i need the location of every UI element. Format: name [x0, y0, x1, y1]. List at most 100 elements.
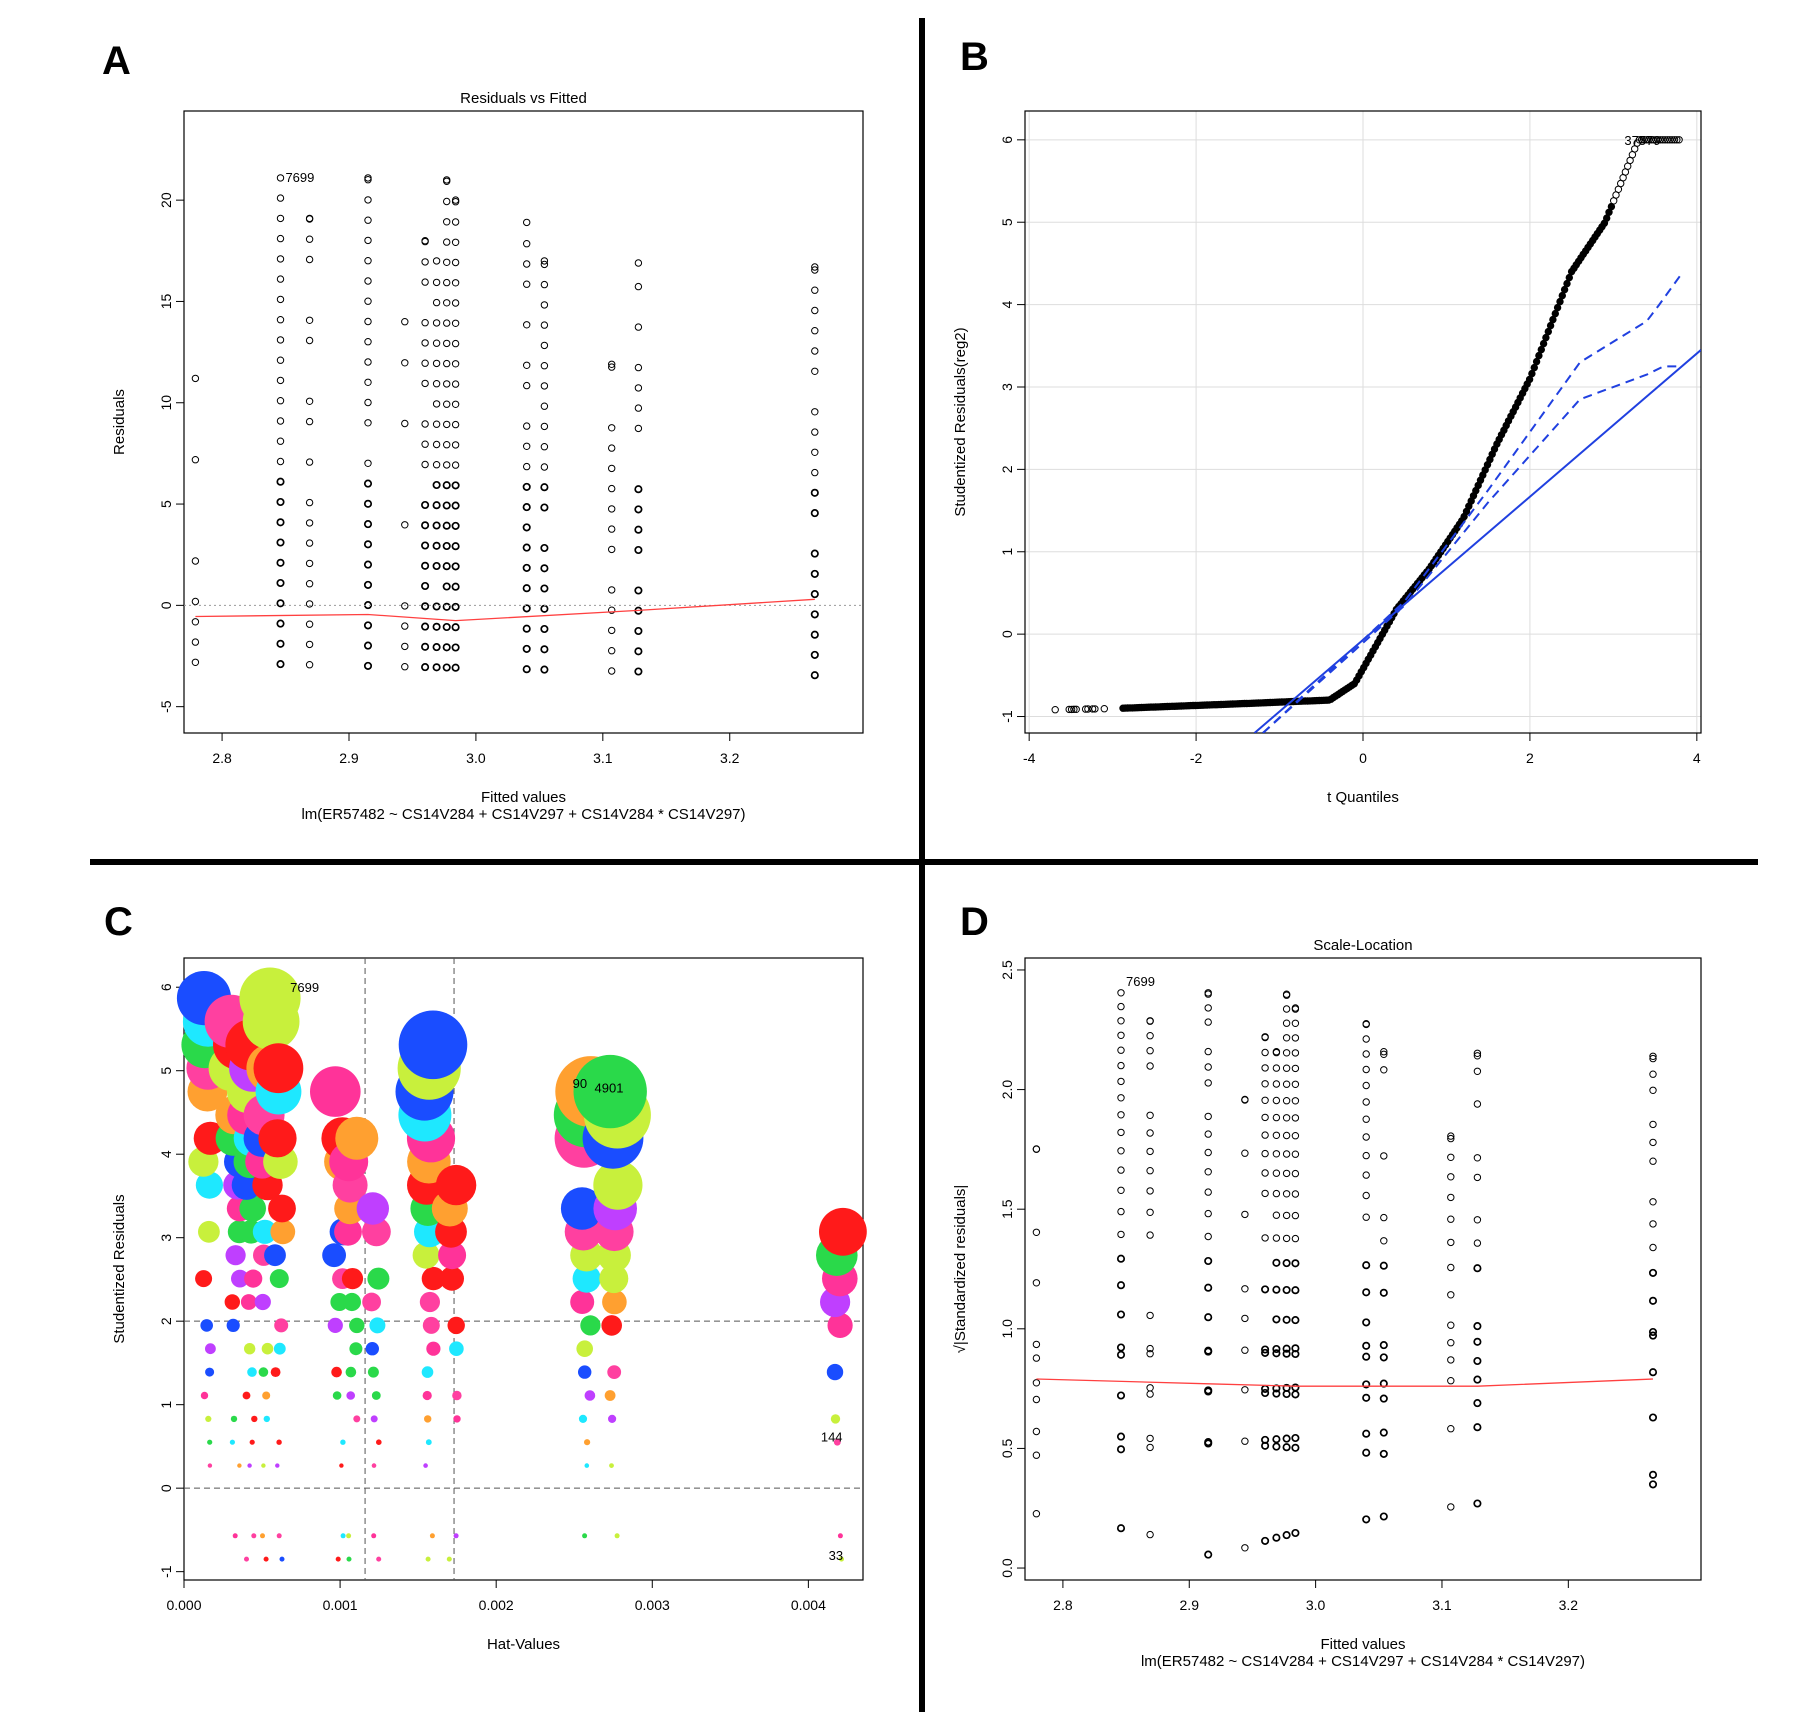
panel-c-bubble	[349, 1342, 363, 1356]
panel-a-y-tick-label: 10	[158, 395, 174, 411]
panel-a-data-point	[540, 362, 549, 370]
panel-a-data-point	[634, 384, 643, 392]
panel-a-x-tick-label: 3.0	[466, 750, 486, 766]
panel-b-y-tick-label: -1	[999, 710, 1015, 723]
panel-c-bubble	[262, 1391, 271, 1400]
panel-d-data-point	[1241, 1346, 1249, 1354]
panel-a-x-tick-label: 3.2	[720, 750, 740, 766]
panel-c-y-axis-label: Studentized Residuals	[111, 1194, 128, 1343]
panel-a-data-point	[451, 319, 460, 327]
panel-c-bubble	[340, 1533, 346, 1539]
panel-d-data-point	[1473, 1337, 1482, 1346]
panel-d-data-point	[1116, 1350, 1126, 1359]
panel-a-data-point	[363, 661, 373, 670]
panel-a-data-point	[810, 488, 819, 497]
panel-a-data-point	[810, 610, 819, 619]
panel-b-data-point	[1675, 136, 1683, 144]
panel-a-data-point	[442, 562, 451, 571]
panel-d-plot-frame	[1024, 957, 1702, 1581]
panel-a-data-point	[421, 440, 429, 448]
panel-a-data-point	[634, 485, 643, 494]
panel-d-data-point	[1473, 1052, 1482, 1060]
panel-a-data-point	[523, 442, 531, 450]
panel-a-data-point	[443, 218, 451, 226]
panel-a-data-point	[811, 263, 819, 271]
panel-a-data-point	[432, 400, 441, 408]
panel-b-data-point	[1553, 303, 1562, 312]
panel-d-data-point	[1032, 1510, 1041, 1518]
panel-d-data-point	[1447, 1291, 1455, 1299]
panel-b-data-point	[1670, 136, 1679, 144]
panel-a-data-point	[540, 645, 549, 654]
panel-c-bubble	[424, 1415, 432, 1423]
panel-d-data-point	[1379, 1353, 1388, 1362]
panel-c-bubble	[225, 1245, 246, 1266]
panel-a-data-point	[276, 174, 285, 182]
panel-c-y-tick-label: -1	[158, 1565, 174, 1578]
panel-a-data-point	[634, 545, 643, 555]
panel-a-data-point	[451, 299, 460, 307]
panel-c-bubble	[244, 1556, 249, 1562]
panel-a-data-point	[276, 376, 285, 385]
panel-a-data-point	[364, 358, 372, 366]
panel-b-data-point	[1084, 705, 1092, 713]
panel-a-data-point	[401, 622, 409, 630]
panel-c-bubble	[614, 1533, 620, 1539]
panel-a-data-point	[432, 501, 441, 510]
panel-a-data-point	[523, 422, 531, 430]
panel-a-data-point	[442, 481, 451, 490]
panel-d-data-point	[1282, 1114, 1291, 1122]
panel-d-data-point	[1032, 1451, 1041, 1459]
panel-a-data-point	[305, 417, 314, 426]
panel-c-bubble	[231, 1269, 249, 1288]
panel-b-reference-line	[1253, 349, 1701, 733]
panel-a-data-point	[634, 505, 643, 514]
panel-b-data-point	[1528, 369, 1536, 378]
panel-d-data-point	[1282, 1097, 1291, 1105]
panel-a-data-point	[364, 398, 372, 407]
panel-a-data-point	[442, 643, 451, 652]
panel-b-x-tick-label: 0	[1359, 750, 1367, 766]
panel-a-data-point	[522, 604, 531, 613]
panel-d-data-point	[1291, 1004, 1300, 1012]
panel-d-data-point	[1362, 1448, 1371, 1457]
panel-a-data-point	[608, 505, 616, 513]
panel-d-data-point	[1146, 1384, 1154, 1392]
panel-a-data-point	[451, 542, 460, 551]
panel-d-data-point	[1146, 1208, 1154, 1217]
panel-d-data-point	[1272, 1211, 1281, 1219]
panel-d-data-point	[1146, 1443, 1154, 1452]
panel-d-data-point	[1204, 1313, 1213, 1322]
panel-c-bubble	[261, 1463, 266, 1468]
panel-a-data-point	[451, 380, 460, 388]
panel-a-data-point	[443, 420, 451, 429]
panel-c-bubble	[334, 1217, 362, 1246]
panel-letter-d: D	[960, 900, 989, 944]
panel-d-data-point	[1241, 1095, 1249, 1104]
panel-a-data-point	[421, 521, 430, 530]
panel-c-bubble	[422, 1390, 432, 1401]
panel-d-data-point	[1473, 1239, 1482, 1247]
panel-d-data-point	[1032, 1379, 1041, 1387]
panel-d-data-point	[1473, 1216, 1482, 1224]
panel-a-data-point	[305, 620, 314, 628]
panel-a-data-point	[401, 521, 409, 529]
panel-d-data-point	[1362, 1133, 1370, 1141]
panel-c-bubble	[425, 1556, 431, 1562]
panel-b-data-point	[1537, 345, 1546, 354]
panel-d-data-point	[1204, 1079, 1212, 1087]
panel-d-data-point	[1282, 1315, 1291, 1324]
panel-d-data-point	[1117, 1061, 1125, 1070]
panel-d-data-point	[1116, 1310, 1126, 1319]
panel-c-bubble	[371, 1463, 377, 1468]
panel-d-data-point	[1362, 1288, 1371, 1297]
panel-d-data-point	[1362, 1115, 1370, 1123]
panel-b-data-point	[1659, 136, 1667, 144]
panel-d-data-point	[1447, 1238, 1455, 1247]
panel-c-bubble	[310, 1066, 361, 1117]
panel-a-x-axis-label: Fitted values	[481, 789, 566, 806]
panel-d-data-point	[1261, 1169, 1269, 1177]
panel-a-data-point	[810, 590, 819, 599]
panel-a-data-point	[276, 477, 285, 486]
panel-d-data-point	[1362, 1352, 1371, 1361]
